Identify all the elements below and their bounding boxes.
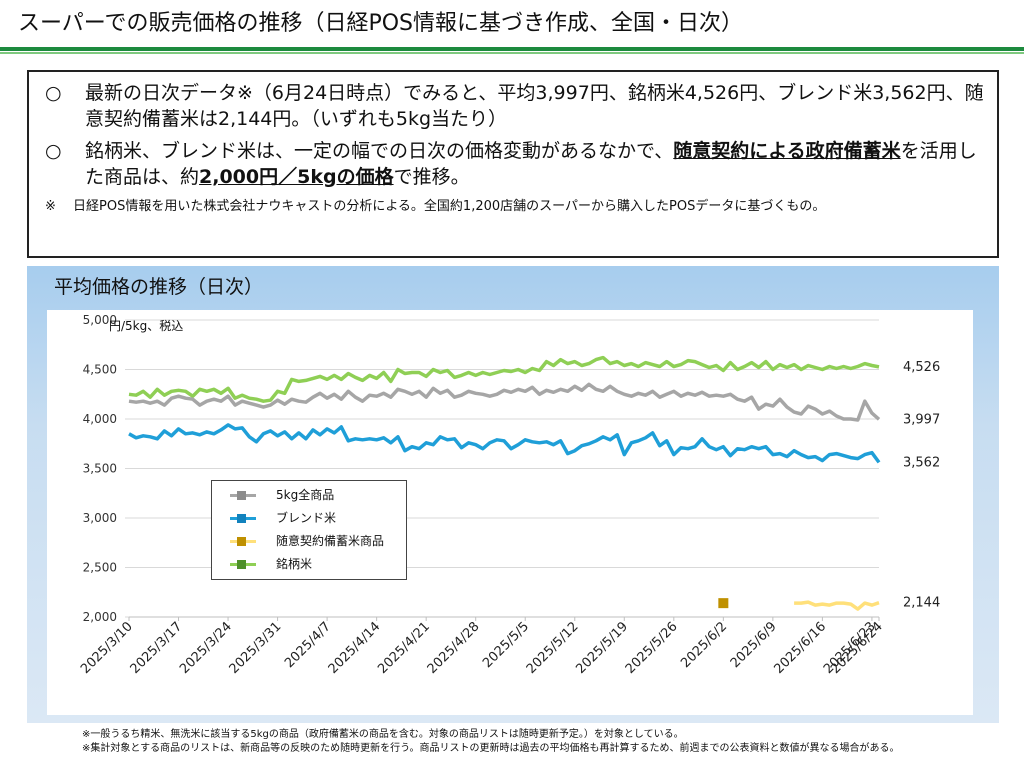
footnote-2: ※集計対象とする商品のリストは、新商品等の反映のため随時更新を行う。商品リストの…: [82, 743, 900, 754]
y-tick-label: 3,000: [83, 511, 117, 525]
legend-label: ブレンド米: [276, 511, 337, 525]
bullet-2-text-post: で推移。: [393, 166, 470, 188]
y-tick-label: 4,500: [83, 363, 117, 377]
title-rule-light: [0, 52, 1024, 54]
end-value-label: 2,144: [903, 596, 940, 611]
legend-label: 随意契約備蓄米商品: [276, 534, 385, 548]
x-tick-label: 2025/4/14: [326, 619, 384, 677]
footnote-1: ※一般うるち精米、無洗米に該当する5kgの商品（政府備蓄米の商品を含む。対象の商…: [82, 729, 684, 740]
legend-marker-swatch: [237, 514, 246, 523]
end-value-label: 4,526: [903, 360, 940, 375]
x-tick-label: 2025/3/17: [128, 619, 186, 677]
legend-item: 銘柄米: [220, 555, 406, 578]
legend-item: ブレンド米: [220, 509, 406, 532]
y-tick-label: 5,000: [83, 313, 117, 327]
legend-item: 随意契約備蓄米商品: [220, 532, 406, 555]
legend-marker-swatch: [237, 537, 246, 546]
plot-area: 2,000 2,500 3,000 3,500 4,000 4,500 5,000 2025/…: [47, 310, 973, 715]
legend-label: 5kg全商品: [276, 488, 335, 502]
bullet-mark: ○: [45, 140, 62, 162]
x-tick-label: 2025/4/28: [425, 619, 483, 677]
summary-box: ○ 最新の日次データ※（6月24日時点）でみると、平均3,997円、銘柄米4,5…: [27, 70, 999, 258]
summary-note: ※ 日経POS情報を用いた株式会社ナウキャストの分析による。全国約1,200店舗…: [41, 198, 985, 216]
y-tick-label: 2,000: [83, 610, 117, 624]
x-tick-label: 2025/3/24: [177, 619, 235, 677]
bullet-2-text-mid: を活用した商品は、約: [85, 140, 977, 188]
legend-label: 銘柄米: [276, 557, 313, 571]
x-tick-label: 2025/6/16: [771, 619, 829, 677]
x-tick-label: 2025/3/31: [227, 619, 285, 677]
x-tick-label: 2025/6/2: [678, 619, 730, 671]
x-tick-label: 2025/5/26: [623, 619, 681, 677]
x-tick-label: 2025/5/12: [524, 619, 582, 677]
note-mark: ※: [45, 199, 56, 214]
stockpile-single-point: [718, 598, 729, 609]
summary-bullet-1: ○ 最新の日次データ※（6月24日時点）でみると、平均3,997円、銘柄米4,5…: [41, 80, 985, 132]
chart-panel: 平均価格の推移（日次） 2,000 2,500 3,000 3,500 4,000 4,5…: [27, 266, 999, 723]
series-line-4: [128, 355, 880, 403]
chart-legend: 5kg全商品 ブレンド米随意契約備蓄米商品 銘柄米: [211, 480, 407, 580]
x-tick-label: 2025/3/10: [78, 619, 136, 677]
y-tick-label: 3,500: [83, 462, 117, 476]
bullet-2-text-pre: 銘柄米、ブレンド米は、一定の幅での日次の価格変動があるなかで、: [85, 140, 674, 162]
y-tick-label: 4,000: [83, 412, 117, 426]
footnotes: ※一般うるち精米、無洗米に該当する5kgの商品（政府備蓄米の商品を含む。対象の商…: [82, 728, 899, 756]
legend-marker-swatch: [237, 560, 246, 569]
legend-item: 5kg全商品: [220, 486, 406, 509]
x-tick-label: 2025/6/9: [728, 619, 780, 671]
y-tick-label: 2,500: [83, 561, 117, 575]
bullet-1-text: 最新の日次データ※（6月24日時点）でみると、平均3,997円、銘柄米4,526…: [85, 82, 984, 130]
bullet-2-emphasis-price: 2,000円／5kgの価格: [199, 166, 394, 188]
x-tick-label: 2025/5/19: [573, 619, 631, 677]
series-line-1: [128, 382, 881, 422]
x-tick-label: 2025/4/21: [375, 619, 433, 677]
bullet-2-emphasis-stockpile: 随意契約による政府備蓄米: [673, 140, 901, 162]
line-chart: 2,000 2,500 3,000 3,500 4,000 4,500 5,000 2025/…: [78, 313, 940, 677]
x-tick-label: 2025/6/24: [828, 619, 886, 677]
note-text: 日経POS情報を用いた株式会社ナウキャストの分析による。全国約1,200店舗のス…: [73, 199, 826, 214]
legend-marker-swatch: [237, 491, 246, 500]
title-rule: [0, 47, 1024, 51]
end-value-label: 3,562: [903, 455, 940, 470]
summary-bullet-2: ○ 銘柄米、ブレンド米は、一定の幅での日次の価格変動があるなかで、随意契約による…: [41, 138, 985, 190]
y-axis-unit-label: 円/5kg、税込: [109, 319, 184, 333]
series-line-3: [794, 600, 880, 611]
x-tick-label: 2025/5/5: [480, 619, 532, 671]
x-tick-label: 2025/4/7: [282, 619, 334, 671]
series-line-2: [128, 423, 881, 464]
page-title: スーパーでの販売価格の推移（日経POS情報に基づき作成、全国・日次）: [18, 11, 744, 36]
chart-title: 平均価格の推移（日次）: [54, 276, 264, 298]
bullet-mark: ○: [45, 82, 62, 104]
end-value-label: 3,997: [903, 412, 940, 427]
